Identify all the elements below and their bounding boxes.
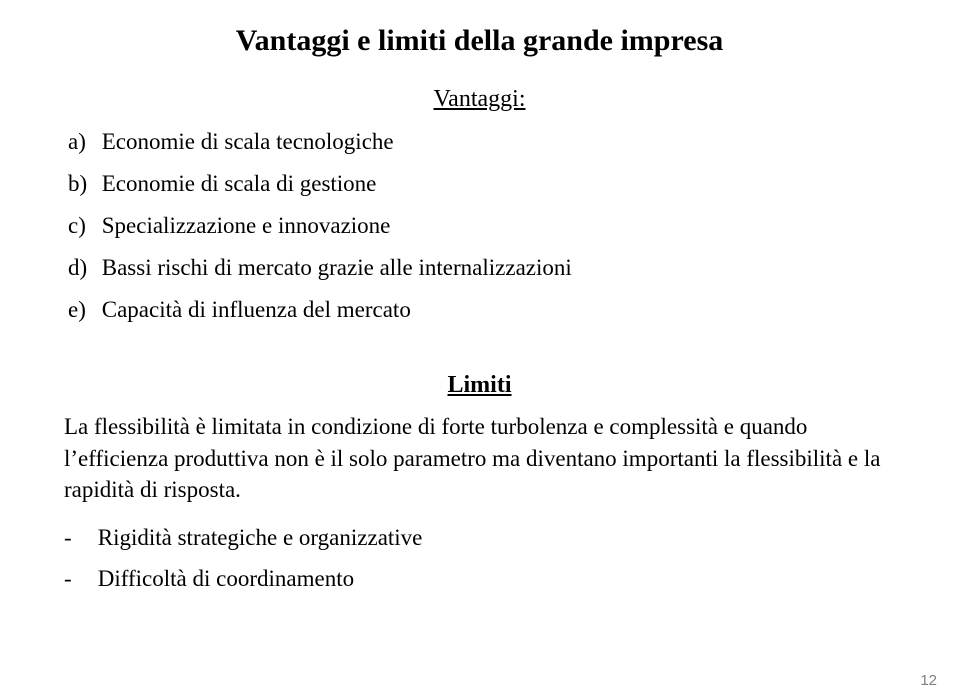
list-marker: a) [68,127,96,157]
limiti-heading: Limiti [60,372,899,399]
page-number: 12 [920,672,937,689]
list-item: c) Specializzazione e innovazione [68,211,899,241]
list-text: Difficoltà di coordinamento [98,566,354,591]
vantaggi-list: a) Economie di scala tecnologiche b) Eco… [68,127,899,324]
page-title: Vantaggi e limiti della grande impresa [60,24,899,58]
vantaggi-heading: Vantaggi: [60,86,899,113]
list-text: Economie di scala tecnologiche [102,129,394,154]
list-text: Specializzazione e innovazione [102,213,391,238]
document-page: Vantaggi e limiti della grande impresa V… [0,0,959,699]
list-text: Economie di scala di gestione [102,171,377,196]
list-text: Capacità di influenza del mercato [102,297,411,322]
list-item: b) Economie di scala di gestione [68,169,899,199]
list-item: - Difficoltà di coordinamento [64,564,899,594]
list-text: Bassi rischi di mercato grazie alle inte… [102,255,572,280]
list-marker: b) [68,169,96,199]
list-item: d) Bassi rischi di mercato grazie alle i… [68,253,899,283]
list-item: a) Economie di scala tecnologiche [68,127,899,157]
list-item: e) Capacità di influenza del mercato [68,295,899,325]
list-marker: d) [68,253,96,283]
list-marker: - [64,523,92,553]
limiti-paragraph: La flessibilità è limitata in condizione… [64,411,899,504]
list-marker: - [64,564,92,594]
list-marker: c) [68,211,96,241]
limiti-list: - Rigidità strategiche e organizzative -… [64,523,899,595]
list-marker: e) [68,295,96,325]
list-text: Rigidità strategiche e organizzative [98,525,423,550]
list-item: - Rigidità strategiche e organizzative [64,523,899,553]
